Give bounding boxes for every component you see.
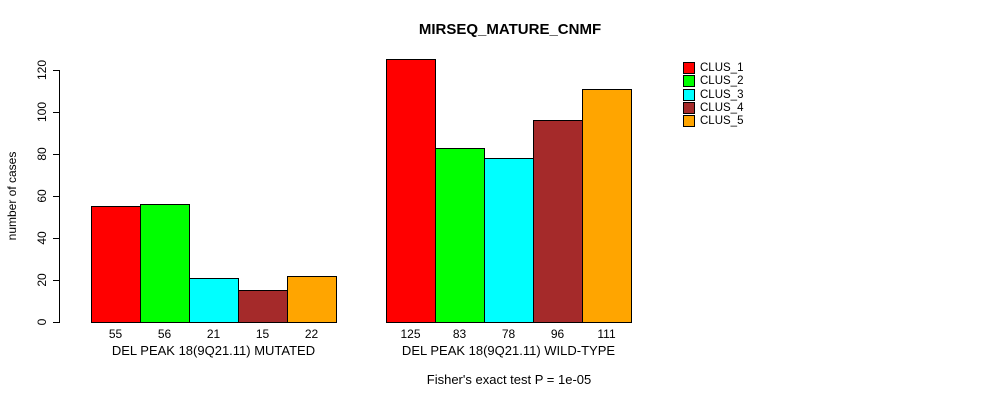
y-tick-label: 20 bbox=[35, 273, 49, 287]
y-axis-label: number of cases bbox=[5, 151, 19, 241]
bar-clus_3-group1 bbox=[189, 278, 239, 323]
y-tick-mark bbox=[53, 112, 60, 113]
legend-swatch-clus_2 bbox=[683, 75, 695, 87]
y-tick-label: 40 bbox=[35, 231, 49, 245]
y-tick-label: 80 bbox=[35, 147, 49, 161]
legend-swatch-clus_3 bbox=[683, 89, 695, 101]
bar-value-label: 125 bbox=[400, 327, 421, 341]
y-tick-label: 120 bbox=[35, 59, 49, 81]
bar-clus_5-group1 bbox=[287, 276, 337, 323]
legend-swatch-clus_5 bbox=[683, 115, 695, 127]
bar-value-label: 56 bbox=[157, 327, 172, 341]
y-tick-mark bbox=[53, 154, 60, 155]
bar-value-label: 83 bbox=[452, 327, 467, 341]
y-tick-mark bbox=[53, 196, 60, 197]
bar-clus_2-group1 bbox=[140, 204, 190, 323]
y-tick-mark bbox=[53, 238, 60, 239]
y-tick-mark bbox=[53, 70, 60, 71]
legend-label: CLUS_5 bbox=[700, 115, 744, 127]
bar-clus_3-group2 bbox=[484, 158, 534, 323]
legend-swatch-clus_1 bbox=[683, 62, 695, 74]
bar-clus_1-group2 bbox=[386, 59, 436, 323]
annotation-text: Fisher's exact test P = 1e-05 bbox=[426, 372, 592, 387]
y-tick-label: 100 bbox=[35, 101, 49, 123]
y-tick-label: 0 bbox=[35, 318, 49, 326]
bar-value-label: 15 bbox=[255, 327, 270, 341]
legend-label: CLUS_3 bbox=[700, 89, 744, 101]
bar-value-label: 55 bbox=[108, 327, 123, 341]
legend-label: CLUS_2 bbox=[700, 75, 744, 87]
bar-value-label: 96 bbox=[550, 327, 565, 341]
bar-clus_4-group1 bbox=[238, 290, 288, 323]
group-label: DEL PEAK 18(9Q21.11) WILD-TYPE bbox=[401, 343, 616, 358]
bar-clus_4-group2 bbox=[533, 120, 583, 323]
bar-clus_5-group2 bbox=[582, 89, 632, 323]
group-label: DEL PEAK 18(9Q21.11) MUTATED bbox=[111, 343, 316, 358]
bar-value-label: 21 bbox=[206, 327, 221, 341]
y-tick-label: 60 bbox=[35, 189, 49, 203]
y-tick-mark bbox=[53, 280, 60, 281]
chart-title: MIRSEQ_MATURE_CNMF bbox=[418, 21, 602, 38]
bar-clus_2-group2 bbox=[435, 148, 485, 323]
legend-label: CLUS_4 bbox=[700, 102, 744, 114]
bar-value-label: 22 bbox=[304, 327, 319, 341]
bar-clus_1-group1 bbox=[91, 206, 141, 323]
y-tick-mark bbox=[53, 322, 60, 323]
bar-value-label: 111 bbox=[597, 327, 616, 341]
legend-label: CLUS_1 bbox=[700, 62, 744, 74]
legend-swatch-clus_4 bbox=[683, 102, 695, 114]
bar-value-label: 78 bbox=[501, 327, 516, 341]
